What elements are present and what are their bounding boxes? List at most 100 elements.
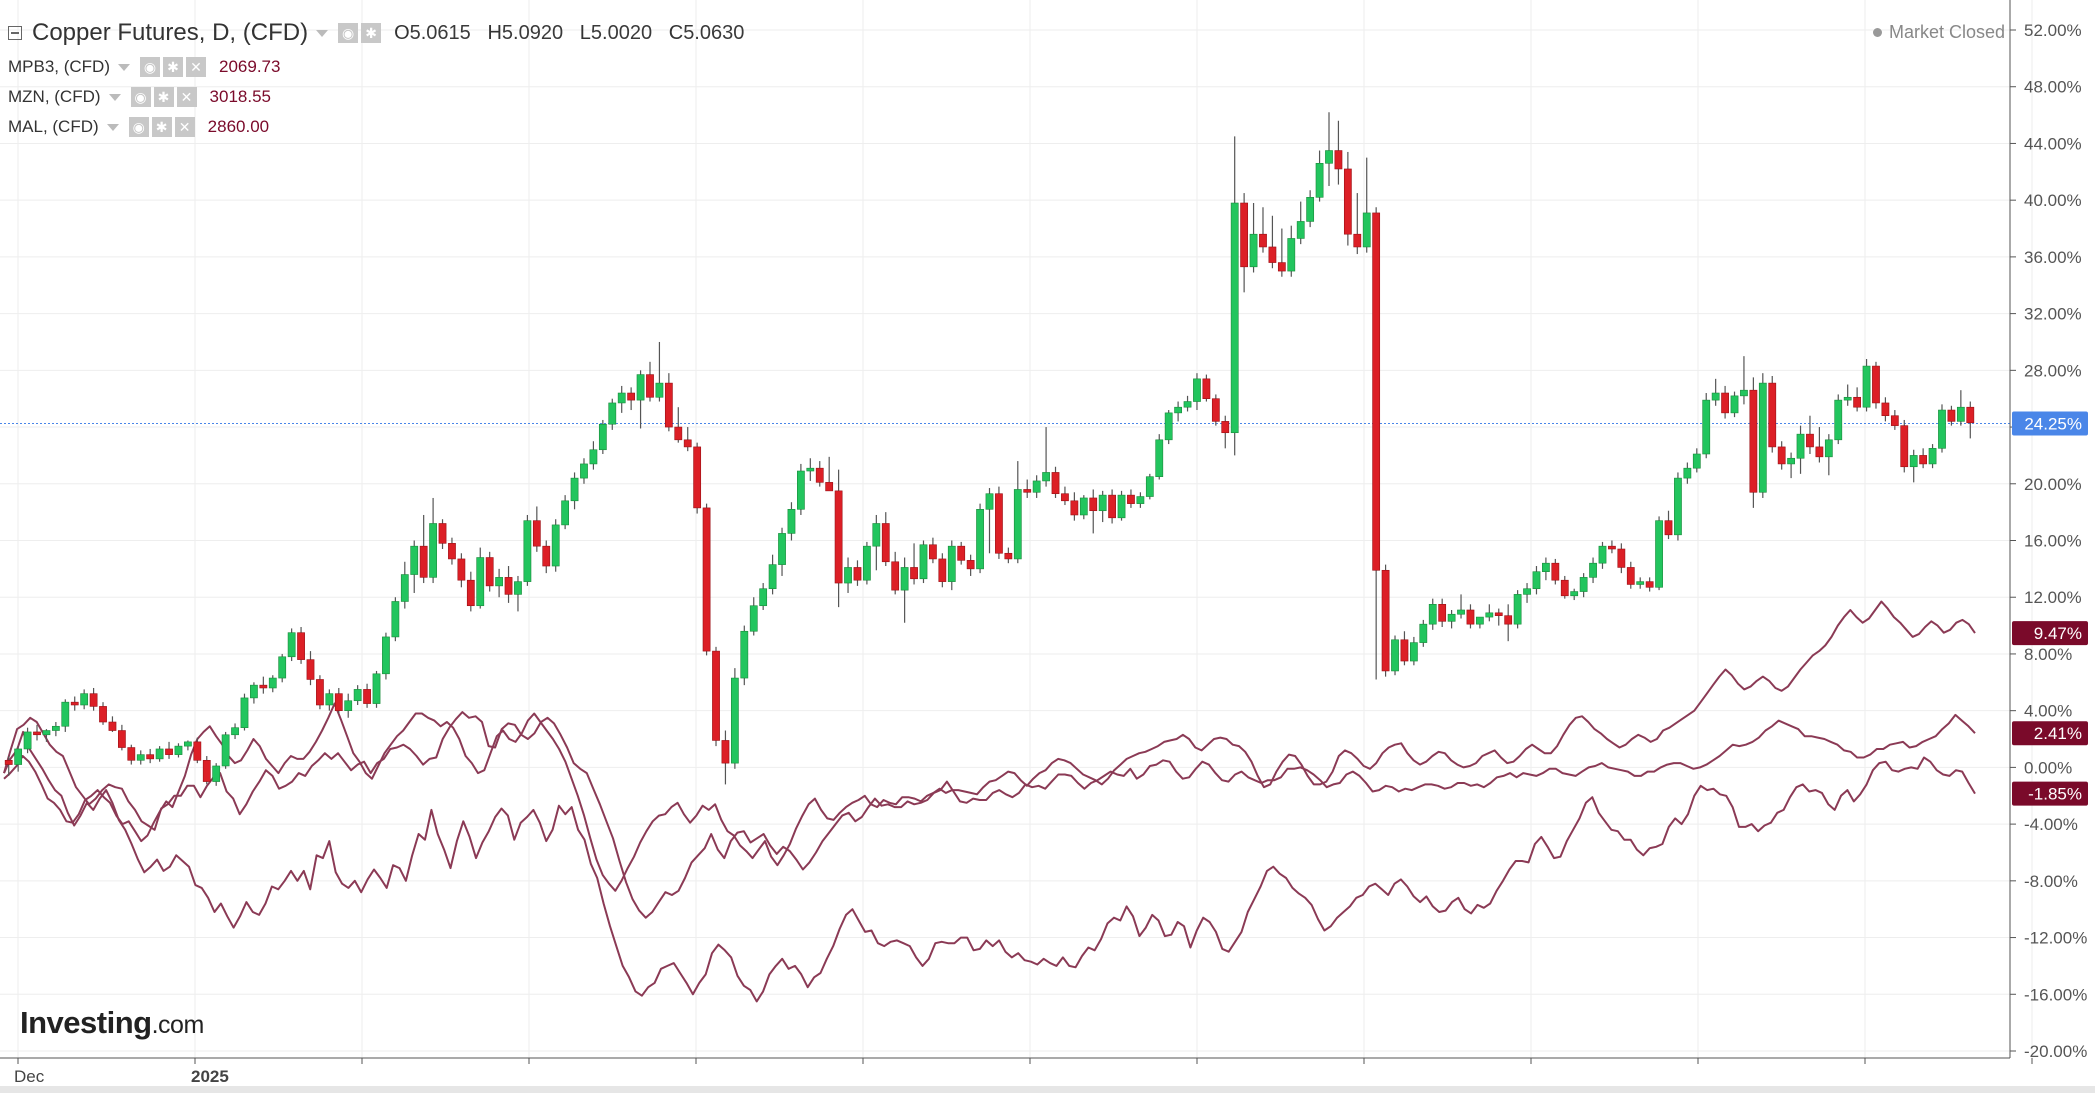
value-badge-text: 2.41%: [2034, 724, 2082, 743]
candle: [1890, 410, 1899, 430]
brand-logo: Investing.com: [20, 1005, 204, 1041]
candle-body: [99, 706, 107, 723]
y-tick-label: 52.00%: [2024, 21, 2082, 40]
candle: [683, 427, 692, 452]
candle: [787, 502, 796, 541]
overlay-lines: [3, 600, 1976, 1003]
candle: [853, 560, 862, 586]
candle-body: [1023, 489, 1032, 493]
eye-icon[interactable]: ◉: [130, 87, 151, 107]
candle: [1523, 583, 1531, 603]
candle: [306, 651, 315, 686]
candle-body: [268, 677, 277, 689]
candle: [1343, 151, 1352, 246]
candle: [1504, 604, 1513, 642]
candle: [1230, 136, 1239, 456]
y-tick-label: 40.00%: [2024, 191, 2082, 210]
gear-icon[interactable]: ✱: [151, 117, 172, 137]
candle: [1702, 393, 1711, 459]
overlay-value: 3018.55: [209, 87, 271, 106]
candle-body: [1617, 548, 1626, 568]
candle-body: [1683, 467, 1692, 479]
candle: [1287, 225, 1296, 277]
candle-body: [410, 545, 419, 575]
open-label: O: [394, 21, 410, 44]
dropdown-caret-icon[interactable]: [118, 63, 130, 71]
gear-icon[interactable]: ✱: [361, 23, 382, 43]
candle: [1843, 384, 1852, 406]
candle-body: [1438, 604, 1447, 622]
candle: [80, 689, 89, 710]
candle-body: [1636, 581, 1645, 585]
candle: [1409, 636, 1418, 666]
candle-body: [33, 731, 41, 736]
candle-body: [1372, 212, 1381, 571]
candle: [1579, 573, 1588, 598]
overlay-symbol-name[interactable]: MPB3, (CFD): [8, 57, 110, 76]
value-badge-text: 9.47%: [2034, 624, 2082, 643]
candle-body: [815, 467, 824, 483]
candle: [89, 687, 98, 711]
high-value: 5.0920: [501, 21, 564, 44]
candle-body: [853, 567, 862, 581]
candle-body: [391, 601, 400, 638]
eye-icon[interactable]: ◉: [338, 23, 359, 43]
candle: [466, 571, 475, 612]
candle: [664, 373, 673, 432]
dropdown-caret-icon[interactable]: [316, 29, 329, 37]
dropdown-caret-icon[interactable]: [108, 93, 121, 101]
value-badge-bg: [2012, 411, 2088, 436]
candle-body: [1089, 497, 1098, 512]
candle: [1221, 415, 1230, 449]
overlay-symbol-name[interactable]: MZN, (CFD): [8, 87, 101, 106]
collapse-icon[interactable]: [8, 26, 22, 40]
dropdown-caret-icon[interactable]: [106, 123, 119, 131]
candle: [438, 519, 447, 550]
close-icon[interactable]: ✕: [186, 57, 206, 77]
candle: [448, 537, 456, 565]
candle: [1862, 358, 1871, 412]
candle: [825, 456, 834, 492]
overlay-symbol-name[interactable]: MAL, (CFD): [8, 117, 99, 136]
candle-body: [1193, 378, 1201, 402]
candle-body: [1400, 639, 1409, 662]
candle-body: [1042, 472, 1050, 482]
candle-body: [1164, 412, 1173, 441]
candle: [1758, 373, 1767, 498]
candle-body: [1428, 604, 1437, 625]
candle-body: [1730, 395, 1739, 414]
candle: [1155, 434, 1164, 480]
candle-body: [532, 520, 541, 547]
gear-icon[interactable]: ✱: [163, 57, 183, 77]
candle-body: [551, 524, 560, 567]
main-symbol-name[interactable]: Copper Futures, D, (CFD): [32, 19, 309, 46]
candle-body: [721, 740, 730, 764]
candle: [4, 756, 13, 776]
candle: [344, 693, 353, 718]
overlay-series-line: [3, 600, 1976, 892]
candle-body: [127, 747, 136, 761]
candle: [419, 514, 428, 584]
candle: [1042, 427, 1050, 487]
candle: [23, 727, 32, 754]
candle-body: [448, 543, 456, 560]
close-icon[interactable]: ✕: [176, 87, 197, 107]
eye-icon[interactable]: ◉: [128, 117, 149, 137]
candle: [636, 370, 645, 429]
candle-body: [1513, 594, 1522, 625]
candle: [1051, 466, 1060, 498]
candle: [278, 653, 287, 683]
candle-body: [947, 545, 956, 582]
candle-body: [570, 477, 579, 502]
candle: [1730, 391, 1739, 418]
candle-body: [51, 725, 60, 731]
candle-body: [542, 545, 551, 567]
close-icon[interactable]: ✕: [174, 117, 195, 137]
gear-icon[interactable]: ✱: [153, 87, 174, 107]
candle: [495, 568, 503, 598]
y-tick-label: 12.00%: [2024, 588, 2082, 607]
candle: [1749, 377, 1758, 508]
candle-body: [1466, 609, 1475, 625]
candle: [268, 675, 277, 693]
eye-icon[interactable]: ◉: [140, 57, 160, 77]
